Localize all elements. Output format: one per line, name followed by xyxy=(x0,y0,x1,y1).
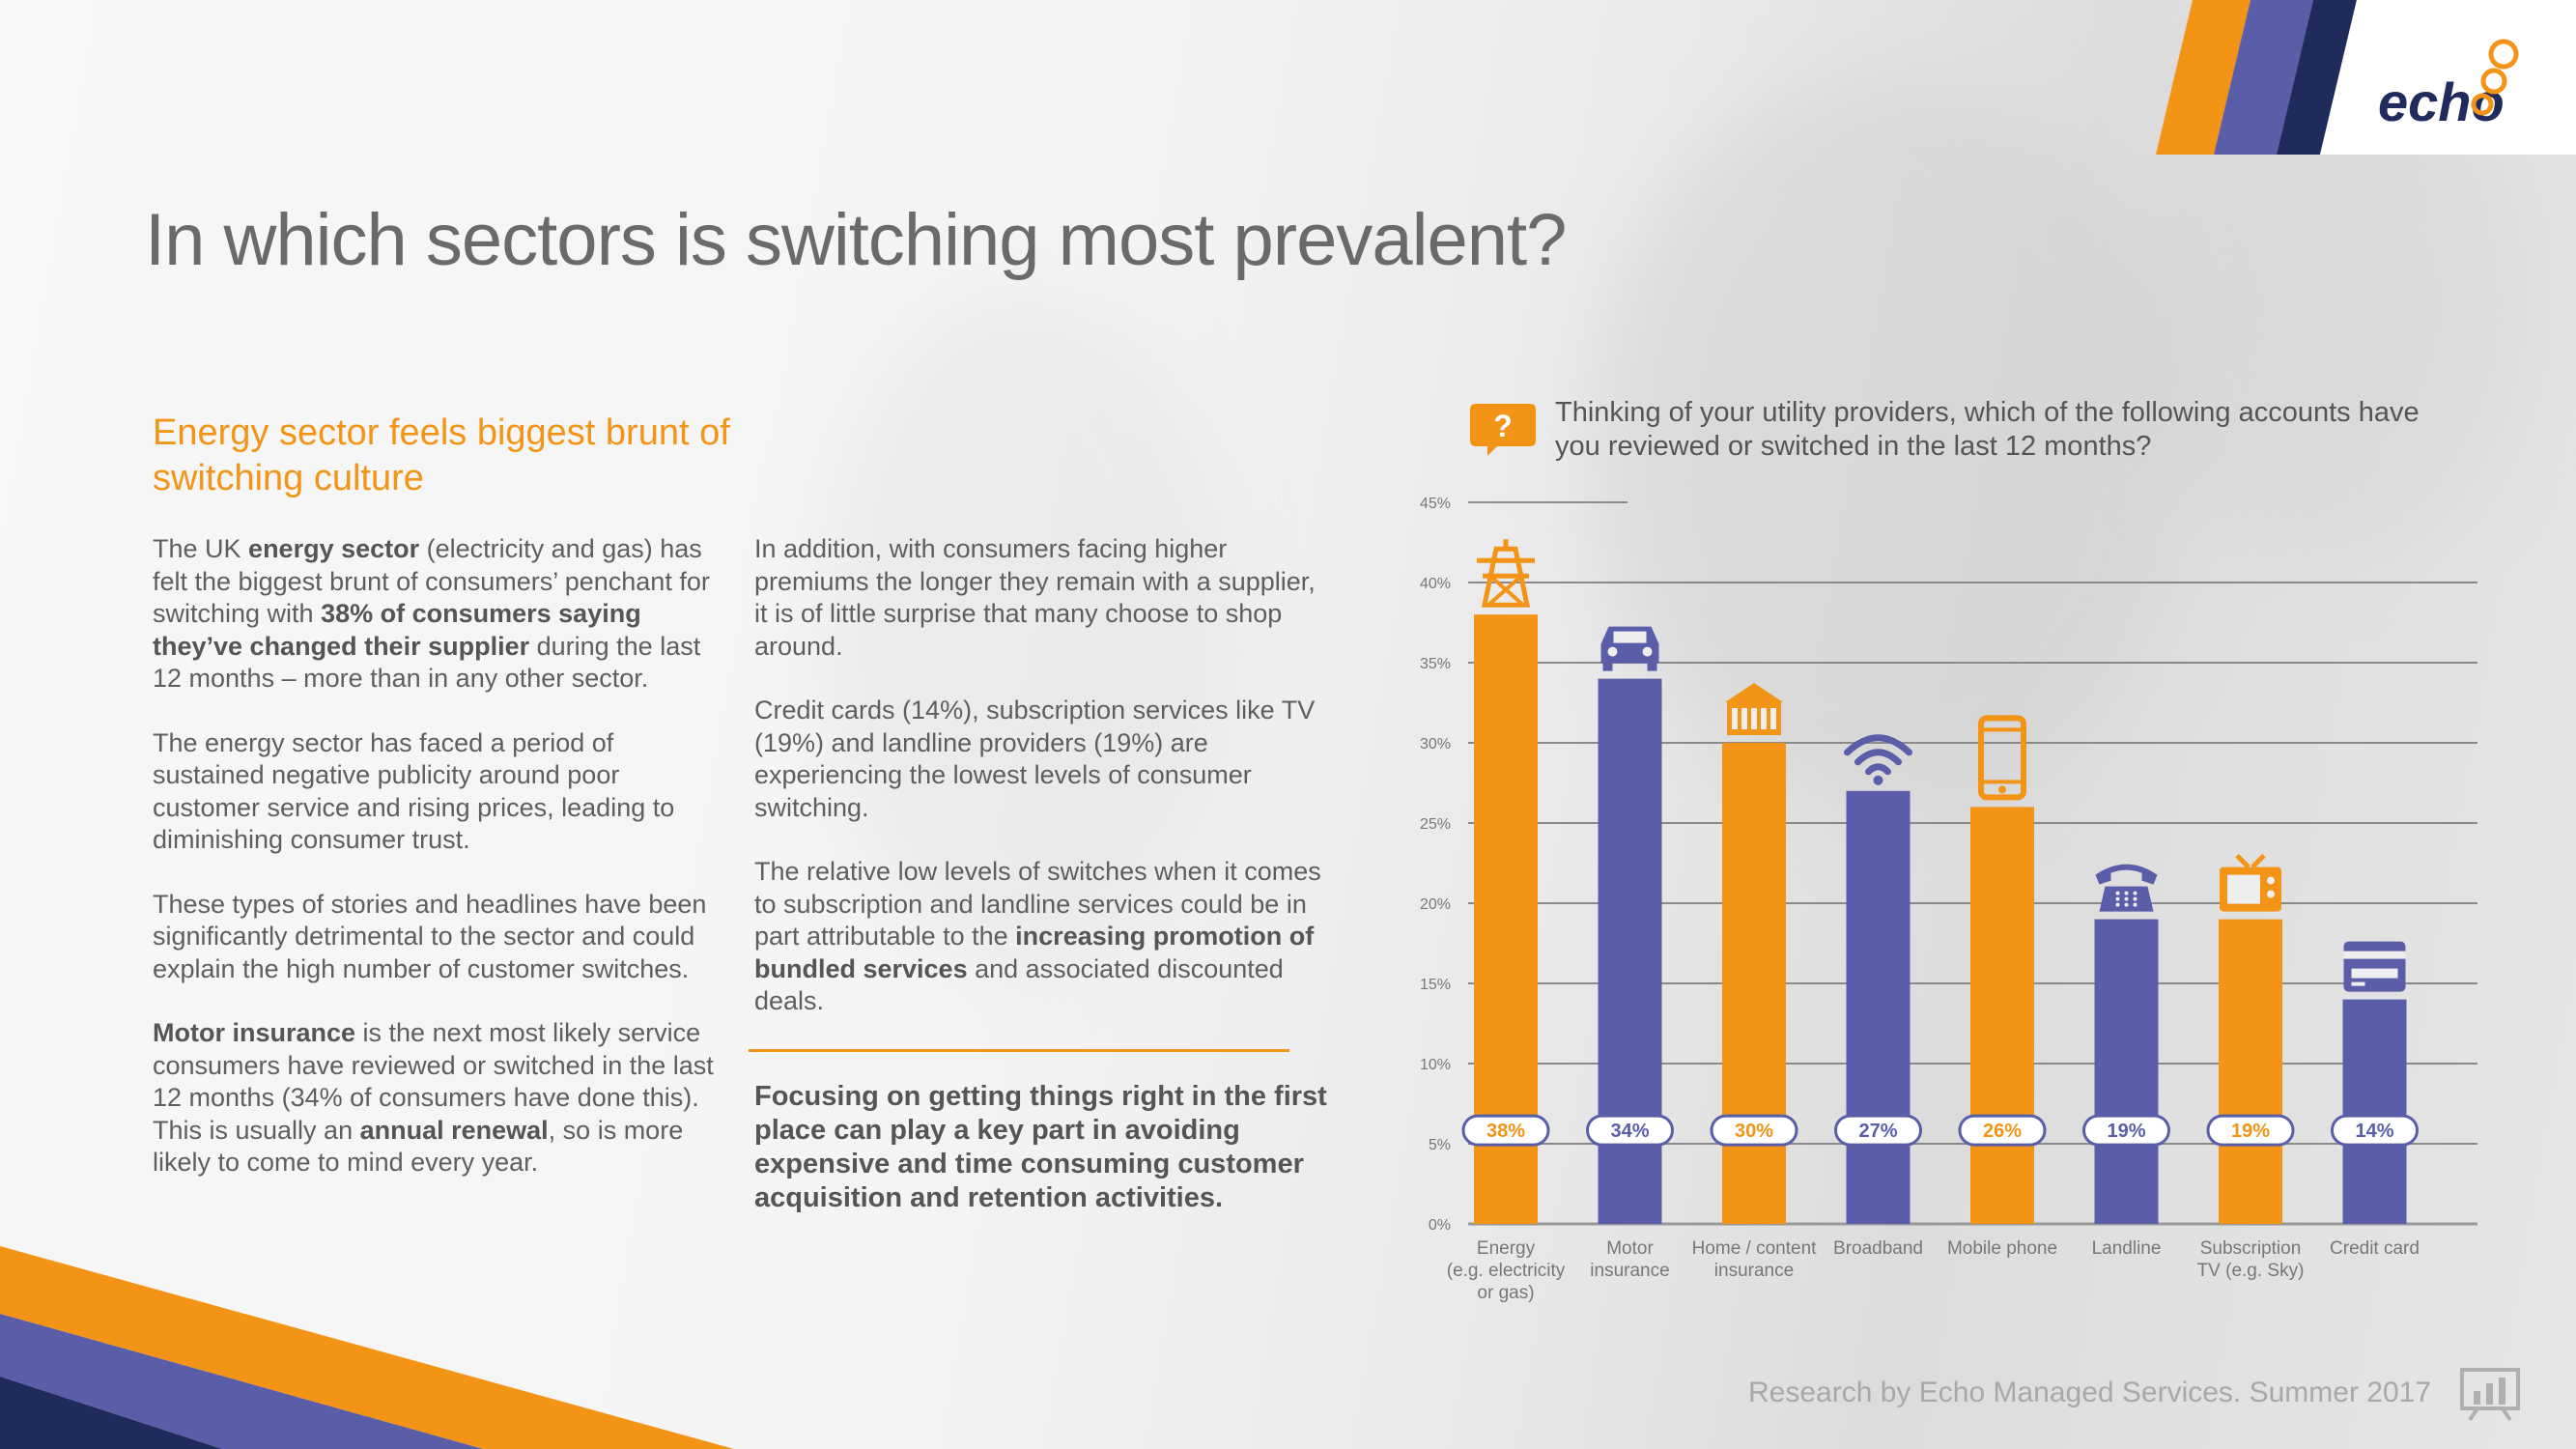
section-subtitle: Energy sector feels biggest brunt of swi… xyxy=(153,412,730,498)
y-tick-label: 45% xyxy=(1420,496,1451,512)
text-column-right: In addition, with consumers facing highe… xyxy=(754,533,1324,1050)
mobile-phone-icon xyxy=(1978,715,2026,801)
logo-ring xyxy=(2488,39,2519,70)
value-pill xyxy=(2206,1114,2295,1147)
stripe-purple xyxy=(0,1314,483,1449)
data-label: 26% xyxy=(1983,1121,2022,1142)
y-tick-label: 10% xyxy=(1420,1057,1451,1073)
y-tick-label: 40% xyxy=(1420,576,1451,592)
category-label: Credit card xyxy=(2330,1238,2420,1259)
value-pill xyxy=(1586,1114,1674,1147)
paragraph: The relative low levels of switches when… xyxy=(754,857,1321,1015)
page-title: In which sectors is switching most preva… xyxy=(145,199,1567,281)
bar xyxy=(2342,999,2407,1224)
background-shape xyxy=(1594,77,2193,811)
echo-logo: echo xyxy=(2378,39,2519,132)
data-label: 38% xyxy=(1486,1121,1525,1142)
data-label: 19% xyxy=(2231,1121,2270,1142)
brand-stripe-purple xyxy=(2214,0,2313,155)
data-label: 19% xyxy=(2107,1121,2145,1142)
category-label: Mobile phone xyxy=(1947,1238,2057,1259)
survey-question: Thinking of your utility providers, whic… xyxy=(1555,397,2420,462)
icon-layer xyxy=(1477,539,2406,992)
brand-stripe-orange xyxy=(2156,0,2250,155)
y-tick-label: 30% xyxy=(1420,736,1451,753)
data-label: 14% xyxy=(2355,1121,2393,1142)
y-tick-label: 25% xyxy=(1420,816,1451,833)
y-tick-label: 0% xyxy=(1429,1217,1451,1234)
tv-icon xyxy=(2220,853,2281,912)
value-pill xyxy=(1461,1114,1550,1147)
question-bubble-icon: ? xyxy=(1470,404,1536,456)
bar xyxy=(1846,790,1911,1224)
callout-text: Focusing on getting things right in the … xyxy=(754,1081,1327,1213)
bar xyxy=(2094,919,2159,1224)
bar xyxy=(1722,743,1786,1224)
corner-brand: echo xyxy=(2156,0,2576,155)
credit-card-icon xyxy=(2343,941,2406,992)
category-label: Broadband xyxy=(1833,1238,1923,1259)
presentation-chart-icon xyxy=(2460,1368,2520,1422)
category-label: Motor insurance xyxy=(1590,1238,1669,1281)
bar xyxy=(1970,807,2034,1224)
stripe-orange xyxy=(0,1246,734,1449)
orange-divider xyxy=(749,1049,1289,1052)
footer-credit: Research by Echo Managed Services. Summe… xyxy=(1748,1377,2432,1408)
car-icon xyxy=(1600,626,1659,671)
paragraph: The energy sector has faced a period of … xyxy=(153,727,675,855)
value-pill xyxy=(1958,1114,2047,1147)
data-label: 30% xyxy=(1735,1121,1773,1142)
data-label: 27% xyxy=(1858,1121,1897,1142)
y-tick-label: 35% xyxy=(1420,656,1451,672)
value-pill xyxy=(2082,1114,2170,1147)
pylon-icon xyxy=(1477,539,1535,608)
bar xyxy=(2219,919,2282,1224)
category-label: Landline xyxy=(2092,1238,2162,1259)
text-column-left: The UK energy sector (electricity and ga… xyxy=(153,533,732,1211)
paragraph: The UK energy sector (electricity and ga… xyxy=(153,534,710,693)
bottom-brand-stripes xyxy=(0,1246,734,1449)
stripe-navy xyxy=(0,1377,222,1449)
logo-ring xyxy=(2471,93,2494,116)
logo-ring xyxy=(2480,68,2507,95)
label-layer: 0% 5% 10% 15% 20% 25% 30% 35% 40% 45% 38% Energy (e.… xyxy=(1420,496,2420,1303)
category-label: Energy (e.g. electricity or gas) xyxy=(1447,1238,1566,1303)
brand-stripe-navy xyxy=(2277,0,2357,155)
value-pill xyxy=(2331,1114,2419,1147)
y-tick-label: 15% xyxy=(1420,977,1451,993)
value-pill xyxy=(1834,1114,1922,1147)
logo-panel xyxy=(2320,0,2576,155)
paragraph: Credit cards (14%), subscription service… xyxy=(754,696,1316,822)
wifi-icon xyxy=(1844,734,1912,785)
category-label: Subscription TV (e.g. Sky) xyxy=(2197,1238,2305,1281)
bar-chart: 0% 5% 10% 15% 20% 25% 30% 35% 40% 45% 38% Energy (e.… xyxy=(1420,496,2477,1303)
y-tick-label: 20% xyxy=(1420,896,1451,913)
y-tick-label: 5% xyxy=(1429,1137,1451,1153)
background-shape xyxy=(821,290,1227,966)
category-label: Home / content insurance xyxy=(1692,1238,1818,1281)
paragraph: Motor insurance is the next most likely … xyxy=(153,1018,714,1177)
telephone-icon xyxy=(2095,864,2158,912)
value-pill xyxy=(1710,1114,1798,1147)
data-label: 34% xyxy=(1610,1121,1649,1142)
house-icon xyxy=(1725,683,1783,735)
paragraph: These types of stories and headlines hav… xyxy=(153,889,707,983)
question-mark: ? xyxy=(1493,409,1513,443)
paragraph: In addition, with consumers facing highe… xyxy=(754,534,1316,661)
